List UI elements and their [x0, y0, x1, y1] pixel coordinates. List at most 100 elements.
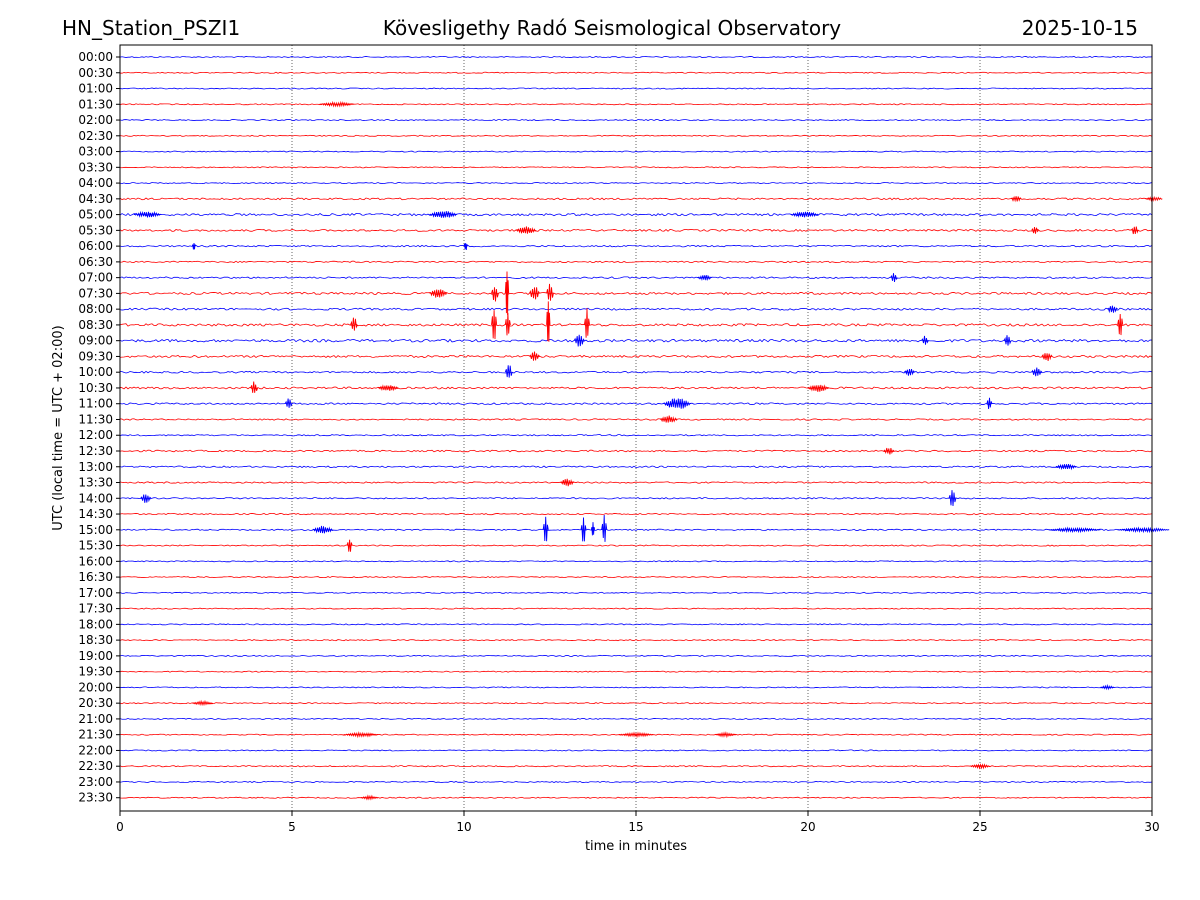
trace-row-2030 [119, 702, 1153, 705]
event-burst [1117, 526, 1170, 534]
event-burst [504, 271, 510, 316]
trace-rows [119, 56, 1153, 799]
event-burst [1100, 683, 1115, 691]
event-burst [790, 211, 819, 218]
y-tick-label: 09:00 [78, 334, 113, 348]
trace-row-0700 [119, 276, 1153, 279]
y-tick-label: 02:00 [78, 113, 113, 127]
trace-row-0400 [119, 182, 1153, 185]
y-tick-label: 06:00 [78, 239, 113, 253]
event-burst [546, 301, 551, 342]
event-burst [583, 308, 591, 338]
event-burst [1031, 367, 1043, 377]
event-burst [1041, 353, 1053, 362]
y-tick-label: 15:30 [78, 539, 113, 553]
trace-row-1430 [119, 512, 1153, 516]
y-tick-label: 23:00 [78, 775, 113, 789]
y-tick-label: 09:30 [78, 349, 113, 363]
x-tick-label: 20 [800, 820, 815, 834]
event-burst [350, 317, 358, 331]
trace-row-0000 [119, 56, 1153, 58]
event-burst [1131, 226, 1139, 235]
y-tick-label: 15:00 [78, 523, 113, 537]
trace-row-0530 [119, 228, 1153, 232]
trace-row-0430 [119, 197, 1153, 201]
y-tick-label: 05:00 [78, 208, 113, 222]
trace-row-1500 [119, 528, 1153, 531]
y-tick-label: 21:30 [78, 728, 113, 742]
event-burst [491, 287, 499, 302]
trace-row-1000 [119, 370, 1153, 374]
chart-title: Kövesligethy Radó Seismological Observat… [383, 16, 841, 40]
trace-row-1130 [119, 418, 1153, 421]
y-tick-label: 19:30 [78, 665, 113, 679]
event-burst [1010, 195, 1022, 203]
trace-row-1030 [119, 386, 1153, 390]
trace-row-1930 [119, 670, 1153, 673]
y-tick-label: 10:30 [78, 381, 113, 395]
y-tick-label: 12:00 [78, 428, 113, 442]
event-burst [807, 384, 829, 392]
trace-row-2000 [119, 686, 1153, 689]
y-tick-label: 03:30 [78, 160, 113, 174]
event-burst [1107, 305, 1118, 314]
y-tick-label: 23:30 [78, 791, 113, 805]
y-tick-label: 18:30 [78, 633, 113, 647]
event-burst [250, 381, 259, 393]
trace-row-2100 [119, 717, 1153, 720]
x-tick-label: 25 [972, 820, 987, 834]
x-axis-label: time in minutes [585, 839, 687, 854]
trace-row-1100 [119, 402, 1153, 406]
event-burst [491, 310, 498, 339]
event-burst [618, 731, 654, 739]
trace-row-1700 [119, 591, 1153, 594]
event-burst [1055, 463, 1077, 471]
y-tick-label: 07:30 [78, 286, 113, 300]
event-burst [659, 415, 678, 423]
x-tick-label: 10 [456, 820, 471, 834]
trace-row-1330 [119, 481, 1153, 484]
y-tick-label: 22:00 [78, 743, 113, 757]
event-burst [697, 275, 712, 282]
y-tick-label: 14:30 [78, 507, 113, 521]
y-tick-label: 13:30 [78, 476, 113, 490]
trace-row-1230 [119, 449, 1153, 453]
x-tick-label: 5 [288, 820, 296, 834]
event-burst [429, 211, 458, 218]
y-tick-label: 16:30 [78, 570, 113, 584]
y-tick-label: 10:00 [78, 365, 113, 379]
trace-row-1400 [119, 497, 1153, 500]
event-burst [590, 522, 596, 536]
trace-row-1200 [119, 434, 1153, 437]
x-tick-label: 15 [628, 820, 643, 834]
event-burst [312, 525, 334, 534]
y-tick-label: 12:30 [78, 444, 113, 458]
trace-row-0500 [119, 212, 1153, 217]
trace-row-1300 [119, 465, 1153, 469]
y-tick-label: 03:00 [78, 145, 113, 159]
y-tick-label: 20:30 [78, 696, 113, 710]
event-burst [529, 351, 541, 361]
y-tick-label: 00:30 [78, 66, 113, 80]
event-burst [429, 289, 448, 298]
y-tick-label: 05:30 [78, 223, 113, 237]
trace-row-0230 [119, 134, 1153, 137]
trace-row-0130 [119, 103, 1153, 106]
event-burst [191, 242, 197, 250]
event-burst [140, 494, 152, 503]
y-tick-label: 17:00 [78, 586, 113, 600]
trace-row-0930 [119, 354, 1153, 359]
event-burst [948, 490, 957, 506]
y-tick-label: 01:00 [78, 82, 113, 96]
y-tick-label: 07:00 [78, 271, 113, 285]
y-tick-label: 11:00 [78, 397, 113, 411]
trace-row-2200 [119, 749, 1153, 752]
event-burst [515, 226, 537, 234]
event-burst [504, 365, 513, 378]
y-tick-label: 06:30 [78, 255, 113, 269]
y-tick-label: 08:30 [78, 318, 113, 332]
trace-row-0600 [119, 244, 1153, 248]
event-burst [546, 283, 554, 301]
y-tick-label: 16:00 [78, 554, 113, 568]
